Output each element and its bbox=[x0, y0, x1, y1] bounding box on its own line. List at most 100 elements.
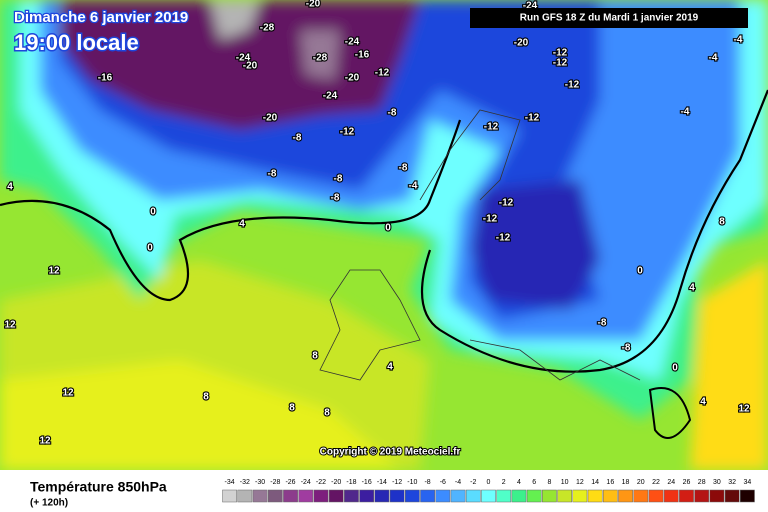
arctic-core bbox=[300, 30, 340, 80]
scale-swatch bbox=[374, 489, 390, 503]
map-label: 0 bbox=[637, 266, 643, 277]
map-label: -20 bbox=[514, 38, 529, 49]
map-label: -12 bbox=[553, 48, 568, 59]
scale-label: 6 bbox=[532, 479, 536, 486]
map-label: -4 bbox=[409, 181, 418, 192]
map-label: 12 bbox=[4, 320, 16, 331]
scale-swatch bbox=[450, 489, 466, 503]
scale-label: -30 bbox=[255, 479, 265, 486]
scale-swatch bbox=[359, 489, 375, 503]
map-label: 0 bbox=[385, 223, 391, 234]
scale-label: 22 bbox=[652, 479, 660, 486]
map-label: -24 bbox=[345, 37, 360, 48]
map-label: 12 bbox=[48, 266, 60, 277]
map-label: -24 bbox=[323, 91, 338, 102]
scale-label: -24 bbox=[301, 479, 311, 486]
map-label: -4 bbox=[709, 53, 718, 64]
map-label: -4 bbox=[681, 107, 690, 118]
map-label: 0 bbox=[150, 207, 156, 218]
map-label: -4 bbox=[734, 35, 743, 46]
scale-label: -22 bbox=[316, 479, 326, 486]
scale-label: -10 bbox=[407, 479, 417, 486]
map-label: -12 bbox=[484, 122, 499, 133]
scale-swatch bbox=[420, 489, 435, 503]
map-label: -8 bbox=[622, 343, 631, 354]
map-label: 0 bbox=[147, 243, 153, 254]
scale-swatch bbox=[526, 489, 542, 503]
map-label: 8 bbox=[312, 351, 318, 362]
scale-label: -2 bbox=[470, 479, 476, 486]
scale-label: 14 bbox=[591, 479, 599, 486]
map-label: -12 bbox=[525, 113, 540, 124]
footer-title: Température 850hPa bbox=[30, 479, 167, 495]
scale-label: 4 bbox=[517, 479, 521, 486]
scale-swatch bbox=[633, 489, 649, 503]
map-label: -12 bbox=[553, 58, 568, 69]
map-label: -20 bbox=[263, 113, 278, 124]
map-label: -24 bbox=[236, 53, 251, 64]
map-label: 4 bbox=[7, 182, 13, 193]
scale-swatch bbox=[481, 489, 496, 503]
scale-label: -20 bbox=[331, 479, 341, 486]
map-label: -8 bbox=[331, 193, 340, 204]
arctic-core bbox=[210, 0, 260, 40]
map-label: 4 bbox=[239, 219, 245, 230]
map-label: -12 bbox=[496, 233, 511, 244]
scale-label: 12 bbox=[576, 479, 584, 486]
map-label: 12 bbox=[39, 436, 51, 447]
map-label: 12 bbox=[62, 388, 74, 399]
map-label: 8 bbox=[324, 408, 330, 419]
map-label: -12 bbox=[375, 68, 390, 79]
scale-swatch bbox=[740, 489, 755, 503]
scale-label: -12 bbox=[392, 479, 402, 486]
scale-label: -4 bbox=[455, 479, 461, 486]
map-label: -8 bbox=[293, 133, 302, 144]
scale-label: 2 bbox=[502, 479, 506, 486]
run-info: Run GFS 18 Z du Mardi 1 janvier 2019 bbox=[520, 13, 699, 24]
map-label: -8 bbox=[399, 163, 408, 174]
cold-core bbox=[470, 180, 600, 310]
scale-swatch bbox=[679, 489, 694, 503]
scale-label: -26 bbox=[285, 479, 295, 486]
time: 19:00 locale bbox=[14, 30, 139, 55]
map-label: 0 bbox=[672, 363, 678, 374]
scale-label: -8 bbox=[424, 479, 430, 486]
scale-label: 0 bbox=[487, 479, 491, 486]
scale-swatch bbox=[267, 489, 283, 503]
warm-field bbox=[690, 260, 768, 470]
scale-swatch bbox=[435, 489, 451, 503]
map-label: 8 bbox=[289, 403, 295, 414]
isotherm-zero bbox=[420, 89, 768, 373]
scale-label: 10 bbox=[561, 479, 569, 486]
map-label: -12 bbox=[340, 127, 355, 138]
map-label: -8 bbox=[388, 108, 397, 119]
scale-label: 32 bbox=[728, 479, 736, 486]
scale-label: -18 bbox=[346, 479, 356, 486]
warm-field bbox=[0, 360, 400, 470]
scale-label: 8 bbox=[547, 479, 551, 486]
scale-swatch bbox=[694, 489, 710, 503]
scale-swatch bbox=[283, 489, 298, 503]
scale-swatch bbox=[602, 489, 618, 503]
map-label: -12 bbox=[499, 198, 514, 209]
map-label: 4 bbox=[387, 362, 393, 373]
scale-swatch bbox=[344, 489, 359, 503]
isotherm-zero bbox=[648, 387, 692, 439]
scale-swatch bbox=[542, 489, 557, 503]
run-box bbox=[470, 8, 748, 28]
scale-swatch bbox=[587, 489, 603, 503]
color-scale: -34 -32 -30 -28 -26 -24 -22 -20 -18 -16 -14 -12 -10-… bbox=[222, 479, 755, 503]
scale-swatch bbox=[222, 489, 237, 503]
map-label: 4 bbox=[689, 283, 695, 294]
scale-swatch bbox=[663, 489, 679, 503]
map-label: -16 bbox=[355, 50, 370, 61]
map-label: -8 bbox=[598, 318, 607, 329]
scale-label: 18 bbox=[622, 479, 630, 486]
date: Dimanche 6 janvier 2019 bbox=[14, 9, 188, 26]
map-label: 8 bbox=[203, 392, 209, 403]
footer-subtitle: (+ 120h) bbox=[30, 498, 68, 509]
map-label: -28 bbox=[313, 53, 328, 64]
scale-label: -34 bbox=[225, 479, 235, 486]
